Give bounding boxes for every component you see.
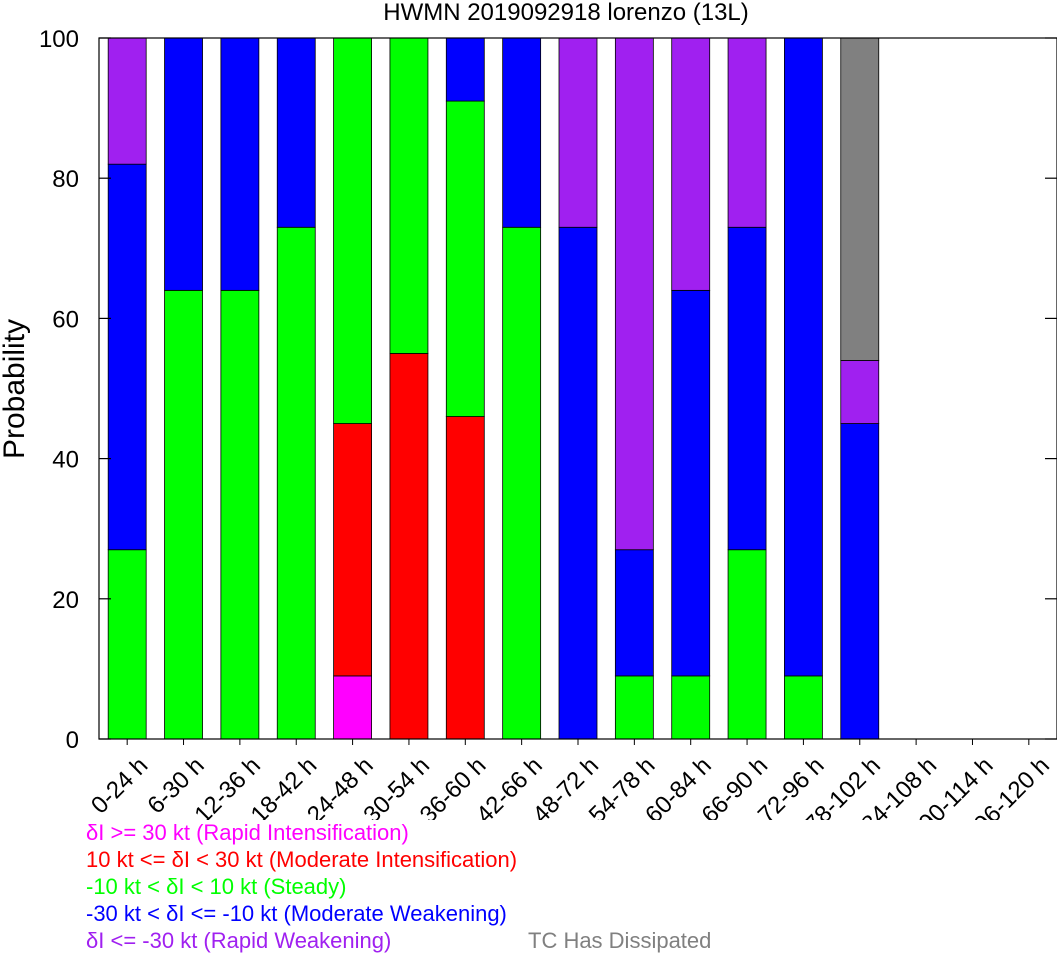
bar-segment <box>502 226 542 740</box>
bar-segment <box>445 100 485 417</box>
y-tick-label: 20 <box>52 587 79 614</box>
bar-segment <box>333 423 372 677</box>
bars-layer <box>107 37 1048 740</box>
bar-segment <box>727 226 767 551</box>
bar-segment <box>164 37 203 291</box>
bar-segment <box>445 416 485 740</box>
legend: δI >= 30 kt (Rapid Intensification) 10 k… <box>86 820 1046 960</box>
bar-segment <box>389 353 429 740</box>
x-tick-layer: 0-24 h6-30 h12-36 h18-42 h24-48 h30-54 h… <box>86 739 1055 820</box>
bar-segment <box>840 37 880 361</box>
y-tick-label: 80 <box>52 166 79 193</box>
bar-segment <box>558 226 598 740</box>
bar-segment <box>276 37 316 228</box>
bar-segment <box>784 675 823 740</box>
x-tick-label: 0-24 h <box>86 752 153 819</box>
y-tick-label: 0 <box>66 727 79 754</box>
bar-segment <box>671 37 711 291</box>
bar-segment <box>840 423 880 740</box>
bar-segment <box>727 549 767 740</box>
legend-rapid-intensification: δI >= 30 kt (Rapid Intensification) <box>86 820 409 845</box>
bar-segment <box>333 37 372 424</box>
bar-segment <box>276 226 316 740</box>
bar-segment <box>389 37 429 354</box>
chart-title: HWMN 2019092918 lorenzo (13L) <box>383 0 749 26</box>
bar-segment <box>107 549 147 740</box>
bar-segment <box>614 37 654 551</box>
bar-segment <box>558 37 598 228</box>
bar-segment <box>107 163 147 551</box>
bar-segment <box>671 289 711 677</box>
bar-segment <box>220 37 260 291</box>
y-axis-label: Probability <box>0 319 31 459</box>
bar-segment <box>445 37 485 102</box>
bar-segment <box>671 675 711 740</box>
bar-segment <box>107 37 147 165</box>
bar-segment <box>614 675 654 740</box>
bar-segment <box>614 549 654 677</box>
legend-moderate-weakening: -30 kt < δI <= -10 kt (Moderate Weakenin… <box>86 901 507 926</box>
y-tick-layer: 0 20 40 60 80 100 <box>39 26 1057 754</box>
y-tick-label: 60 <box>52 306 79 333</box>
legend-moderate-intensification: 10 kt <= δI < 30 kt (Moderate Intensific… <box>86 847 518 872</box>
y-tick-label: 100 <box>39 26 79 53</box>
y-tick-label: 40 <box>52 447 79 474</box>
bar-segment <box>784 37 823 677</box>
legend-rapid-weakening: δI <= -30 kt (Rapid Weakening) <box>86 928 392 953</box>
bar-segment <box>727 37 767 228</box>
legend-tc-dissipated: TC Has Dissipated <box>528 928 712 953</box>
bar-segment <box>502 37 542 228</box>
legend-steady: -10 kt < δI < 10 kt (Steady) <box>86 874 347 899</box>
probability-chart: HWMN 2019092918 lorenzo (13L) Probabilit… <box>0 0 1057 820</box>
bar-segment <box>840 360 880 424</box>
bar-segment <box>220 289 260 740</box>
bar-segment <box>164 289 203 740</box>
bar-segment <box>333 675 372 740</box>
